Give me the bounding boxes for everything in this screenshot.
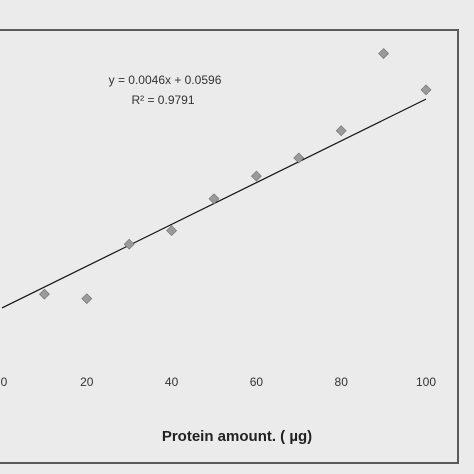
data-point (420, 84, 432, 96)
x-tick-label: 100 (416, 375, 436, 389)
data-point (123, 238, 135, 250)
trendline-equation: y = 0.0046x + 0.0596 (109, 73, 222, 87)
data-points (38, 48, 432, 305)
x-tick-label: 0 (1, 375, 8, 389)
r-squared-label: R² = 0.9791 (131, 93, 194, 107)
data-point (208, 193, 220, 205)
data-point (378, 48, 390, 59)
data-point (293, 152, 305, 164)
x-axis-title: Protein amount. ( µg) (162, 428, 312, 445)
data-point (250, 170, 262, 182)
data-point (38, 288, 50, 300)
x-tick-label: 80 (335, 375, 349, 389)
x-ticks: 0 20 40 60 80 100 (1, 375, 437, 389)
x-tick-label: 60 (250, 375, 264, 389)
x-tick-label: 40 (165, 375, 179, 389)
data-point (81, 293, 93, 305)
plot-frame (0, 29, 459, 464)
data-point (166, 225, 178, 237)
data-point (335, 125, 347, 137)
x-tick-label: 20 (80, 375, 94, 389)
